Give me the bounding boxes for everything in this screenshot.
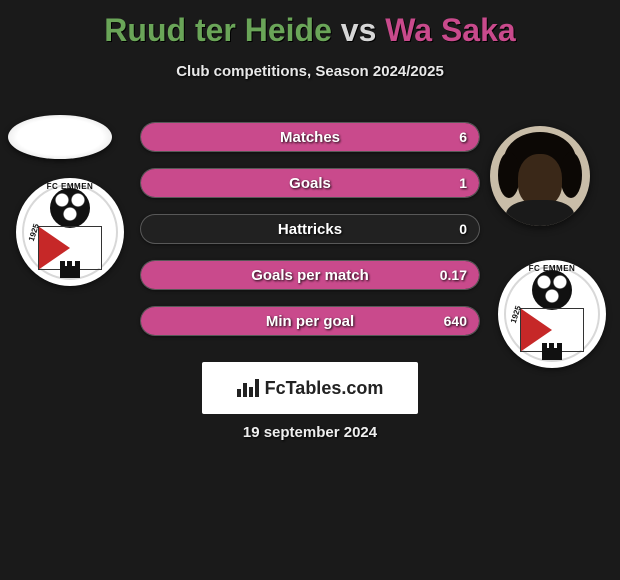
castle-icon: [60, 266, 80, 278]
castle-icon: [542, 348, 562, 360]
soccer-ball-icon: [50, 188, 90, 228]
stat-value-right: 1: [459, 169, 467, 197]
stat-value-right: 0: [459, 215, 467, 243]
club-badge-left: FC EMMEN 1925: [16, 178, 124, 286]
stat-label: Goals: [141, 169, 479, 197]
brand-text: FcTables.com: [265, 378, 384, 399]
brand-watermark: FcTables.com: [202, 362, 418, 414]
comparison-title: Ruud ter Heide vs Wa Saka: [0, 0, 620, 49]
stat-value-right: 640: [444, 307, 467, 335]
soccer-ball-icon: [532, 270, 572, 310]
stat-bar: Goals1: [140, 168, 480, 198]
stat-label: Min per goal: [141, 307, 479, 335]
stat-label: Matches: [141, 123, 479, 151]
stat-bar: Matches6: [140, 122, 480, 152]
stats-container: Matches6Goals1Hattricks0Goals per match0…: [140, 122, 480, 352]
player-right-avatar: [490, 126, 590, 226]
stat-label: Hattricks: [141, 215, 479, 243]
stat-value-right: 6: [459, 123, 467, 151]
stat-bar: Goals per match0.17: [140, 260, 480, 290]
player-left-avatar: [8, 115, 112, 159]
bar-chart-icon: [237, 379, 259, 397]
club-badge-right: FC EMMEN 1925: [498, 260, 606, 368]
stat-bar: Hattricks0: [140, 214, 480, 244]
stat-value-right: 0.17: [440, 261, 467, 289]
stat-label: Goals per match: [141, 261, 479, 289]
comparison-subtitle: Club competitions, Season 2024/2025: [0, 63, 620, 80]
stat-bar: Min per goal640: [140, 306, 480, 336]
date-text: 19 september 2024: [0, 424, 620, 441]
